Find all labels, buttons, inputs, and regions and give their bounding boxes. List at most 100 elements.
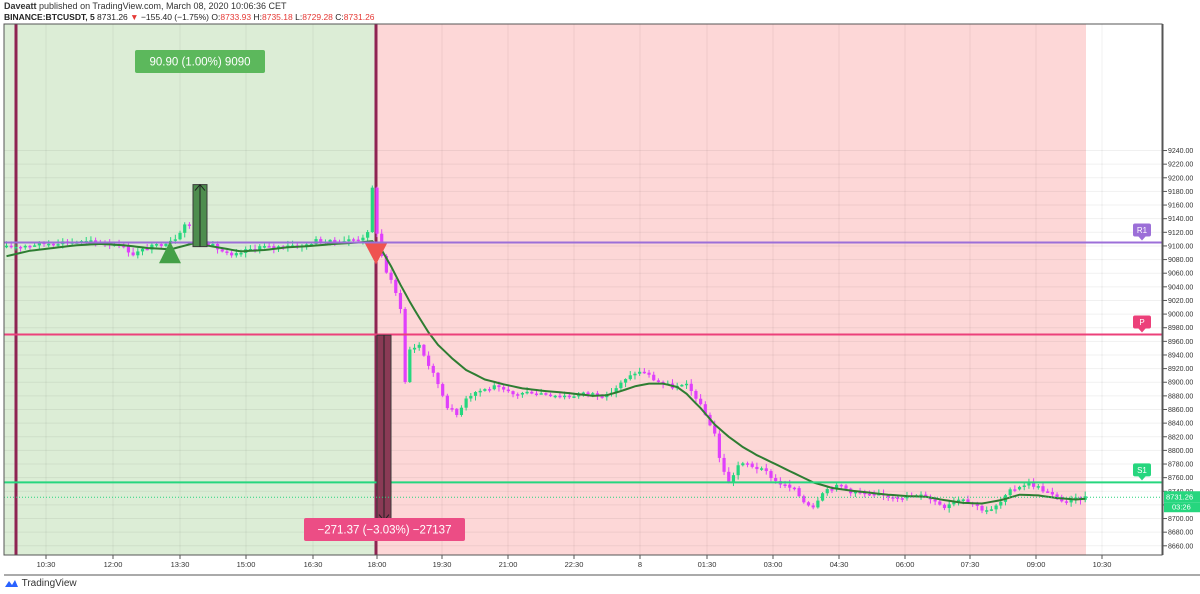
y-tick-label: 9100.00 bbox=[1168, 243, 1193, 250]
long-trade-zone bbox=[4, 24, 376, 555]
y-tick-label: 9220.00 bbox=[1168, 162, 1193, 169]
x-tick-label: 8 bbox=[638, 560, 642, 569]
candle-body bbox=[516, 394, 520, 396]
candle-body bbox=[769, 471, 773, 479]
candle-body bbox=[1032, 482, 1036, 487]
last-price: 8731.26 bbox=[97, 12, 128, 22]
candle-body bbox=[952, 501, 956, 505]
x-tick-label: 01:30 bbox=[698, 560, 717, 569]
candle-body bbox=[966, 499, 970, 503]
candle-body bbox=[131, 252, 135, 256]
candle-body bbox=[980, 505, 984, 511]
level-badge-pointer bbox=[1138, 236, 1146, 241]
candle-body bbox=[248, 248, 252, 251]
candle-body bbox=[28, 245, 32, 248]
price-axis bbox=[1163, 24, 1200, 555]
x-tick-label: 10:30 bbox=[37, 560, 56, 569]
y-tick-label: 8800.00 bbox=[1168, 448, 1193, 455]
candle-body bbox=[938, 501, 942, 505]
candle-body bbox=[956, 499, 961, 502]
candle-body bbox=[755, 466, 759, 470]
candle-body bbox=[835, 484, 839, 490]
y-tick-label: 8780.00 bbox=[1168, 462, 1193, 469]
candle-body bbox=[633, 373, 637, 376]
candle-body bbox=[1017, 486, 1022, 490]
candle-body bbox=[375, 187, 379, 234]
candle-body bbox=[792, 487, 797, 490]
candle-body bbox=[942, 504, 947, 509]
y-tick-label: 9160.00 bbox=[1168, 203, 1193, 210]
plot-frame bbox=[3, 23, 1163, 556]
candle-body bbox=[230, 252, 234, 256]
y-tick-label: 9080.00 bbox=[1168, 257, 1193, 264]
candle-body bbox=[764, 468, 768, 472]
candle-body bbox=[806, 502, 811, 506]
candle-body bbox=[328, 239, 332, 243]
candle-body bbox=[656, 380, 661, 382]
candle-body bbox=[9, 245, 13, 248]
candle-body bbox=[680, 384, 684, 387]
candle-body bbox=[309, 244, 313, 246]
x-tick-label: 19:30 bbox=[433, 560, 452, 569]
y-tick-label: 8940.00 bbox=[1168, 352, 1193, 359]
time-axis bbox=[0, 556, 1200, 576]
last-price-axis-label: 8731.26 bbox=[1166, 493, 1193, 502]
candle-body bbox=[919, 494, 923, 497]
candle-body bbox=[305, 244, 309, 246]
candle-body bbox=[56, 244, 60, 246]
candle-body bbox=[713, 425, 717, 434]
candle-body bbox=[741, 463, 745, 466]
candle-body bbox=[553, 395, 557, 398]
y-tick-label: 8900.00 bbox=[1168, 380, 1193, 387]
candle-body bbox=[811, 505, 815, 508]
candle-body bbox=[164, 243, 168, 246]
candle-body bbox=[548, 394, 553, 397]
countdown-badge bbox=[1164, 502, 1200, 513]
candle-body bbox=[267, 246, 271, 248]
y-tick-label: 8960.00 bbox=[1168, 339, 1193, 346]
level-badge-s1 bbox=[1133, 463, 1151, 477]
x-tick-label: 06:00 bbox=[896, 560, 915, 569]
candle-body bbox=[858, 491, 862, 494]
candle-body bbox=[351, 239, 356, 241]
candle-body bbox=[319, 239, 323, 243]
candle-body bbox=[694, 391, 698, 399]
candle-body bbox=[1064, 501, 1069, 503]
candle-body bbox=[473, 392, 478, 396]
chart-publish-info: Daveatt published on TradingView.com, Ma… bbox=[4, 1, 287, 11]
low-value: 8729.28 bbox=[302, 12, 333, 22]
tradingview-footer: TradingView bbox=[4, 578, 77, 589]
candle-body bbox=[422, 344, 426, 356]
candle-body bbox=[427, 355, 431, 366]
candle-body bbox=[900, 498, 904, 500]
high-value: 8735.18 bbox=[261, 12, 293, 22]
candle-body bbox=[37, 242, 41, 246]
y-tick-label: 9040.00 bbox=[1168, 284, 1193, 291]
candle-body bbox=[220, 249, 224, 252]
candle-body bbox=[1022, 485, 1026, 487]
x-tick-label: 09:00 bbox=[1027, 560, 1046, 569]
candle-body bbox=[642, 371, 646, 374]
y-tick-label: 8920.00 bbox=[1168, 366, 1193, 373]
author-name[interactable]: Daveatt bbox=[4, 1, 37, 11]
y-tick-label: 9120.00 bbox=[1168, 230, 1193, 237]
change-down-arrow-icon: ▼ bbox=[130, 12, 139, 22]
candle-body bbox=[563, 395, 567, 398]
y-tick-label: 8680.00 bbox=[1168, 530, 1193, 537]
candle-body bbox=[136, 251, 140, 256]
candle-body bbox=[183, 224, 187, 233]
candle-body bbox=[445, 395, 449, 409]
level-badge-pointer bbox=[1138, 475, 1146, 481]
y-tick-label: 8820.00 bbox=[1168, 434, 1193, 441]
candle-body bbox=[206, 242, 210, 246]
candle-body bbox=[403, 308, 407, 382]
candle-body bbox=[699, 398, 703, 405]
candle-body bbox=[1069, 499, 1073, 503]
candle-body bbox=[1027, 482, 1031, 486]
candle-body bbox=[886, 495, 890, 498]
level-label-r1: R1 bbox=[1137, 226, 1148, 235]
candle-body bbox=[638, 371, 642, 374]
y-tick-label: 9180.00 bbox=[1168, 189, 1193, 196]
candle-body bbox=[47, 243, 51, 246]
